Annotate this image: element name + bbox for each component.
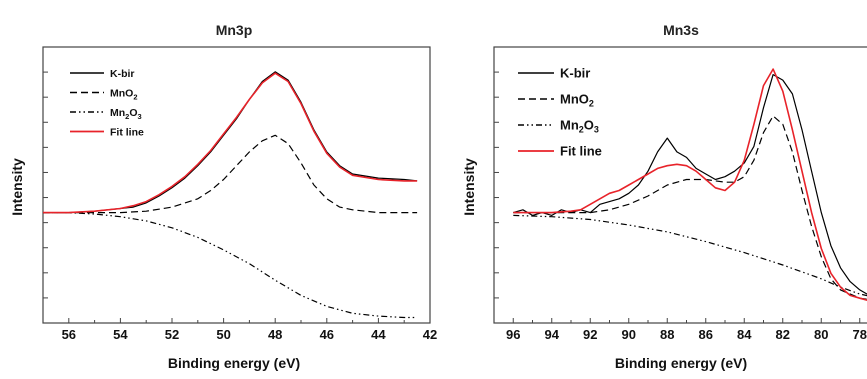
legend-label: MnO2 bbox=[560, 92, 594, 109]
x-tick-label: 44 bbox=[371, 327, 386, 342]
x-tick-label: 48 bbox=[268, 327, 282, 342]
x-tick-label: 96 bbox=[506, 327, 520, 342]
x-tick-label: 42 bbox=[423, 327, 437, 342]
x-tick-label: 56 bbox=[62, 327, 76, 342]
x-tick-label: 84 bbox=[737, 327, 752, 342]
plot-frame-mn3p bbox=[42, 46, 431, 324]
legend-subscript: 2 bbox=[125, 112, 129, 121]
legend-text: K-bir bbox=[110, 68, 135, 80]
plot-frame-mn3s bbox=[493, 46, 867, 324]
legend-subscript: 2 bbox=[579, 125, 584, 135]
x-axis-label-mn3p: Binding energy (eV) bbox=[168, 355, 300, 371]
x-tick-label: 90 bbox=[622, 327, 636, 342]
chart-mn3s: Mn3s 96 94 92 90 88 86 84 82 80 78 K-birMnO2Mn2O3… bbox=[461, 22, 867, 371]
legend-subscript: 3 bbox=[138, 112, 142, 121]
legend-text: Mn bbox=[560, 118, 579, 133]
legend-text: Fit line bbox=[560, 144, 602, 159]
chart-mn3p: Mn3p 56 54 52 50 48 46 44 42 K-birMnO2Mn2O3Fit … bbox=[9, 22, 437, 371]
x-tick-label: 86 bbox=[699, 327, 713, 342]
x-tick-label: 80 bbox=[814, 327, 828, 342]
legend-text: O bbox=[584, 118, 594, 133]
y-axis-label-mn3s: Intensity bbox=[461, 158, 477, 216]
legend-label: Mn2O3 bbox=[110, 107, 142, 121]
series-line-mn2o3 bbox=[513, 214, 867, 297]
legend-text: O bbox=[129, 107, 137, 119]
legend-text: K-bir bbox=[560, 66, 590, 81]
x-axis-label-mn3s: Binding energy (eV) bbox=[615, 355, 747, 371]
series-mn3p bbox=[43, 71, 418, 319]
legend-subscript: 2 bbox=[133, 92, 137, 101]
series-line-k-bir bbox=[513, 74, 867, 295]
legend-subscript: 3 bbox=[594, 125, 599, 135]
legend-text: Mn bbox=[110, 107, 125, 119]
series-mn3s bbox=[513, 68, 867, 302]
x-tick-label: 82 bbox=[776, 327, 790, 342]
x-tick-label: 78 bbox=[853, 327, 867, 342]
series-line-mno2 bbox=[43, 134, 418, 214]
x-ticks-mn3s: 96 94 92 90 88 86 84 82 80 78 bbox=[506, 318, 867, 342]
x-tick-label: 92 bbox=[583, 327, 597, 342]
legend-label: Mn2O3 bbox=[560, 118, 599, 135]
legend-label: MnO2 bbox=[110, 87, 138, 101]
x-tick-label: 88 bbox=[660, 327, 674, 342]
y-ticks-mn3s bbox=[494, 71, 499, 299]
legend-label: K-bir bbox=[110, 68, 135, 80]
chart-title-mn3s: Mn3s bbox=[663, 22, 699, 38]
legend-text: MnO bbox=[110, 87, 133, 99]
series-line-mno2 bbox=[513, 115, 867, 300]
legend-text: Fit line bbox=[110, 126, 144, 138]
x-tick-label: 50 bbox=[216, 327, 230, 342]
legend-label: Fit line bbox=[110, 126, 144, 138]
legend-label: K-bir bbox=[560, 66, 590, 81]
legend-subscript: 2 bbox=[589, 99, 594, 109]
y-ticks-mn3p bbox=[43, 71, 48, 299]
x-tick-label: 94 bbox=[545, 327, 560, 342]
x-tick-label: 52 bbox=[165, 327, 179, 342]
x-ticks-mn3p: 56 54 52 50 48 46 44 42 bbox=[62, 318, 437, 342]
legend-label: Fit line bbox=[560, 144, 602, 159]
y-axis-label-mn3p: Intensity bbox=[9, 158, 25, 216]
series-line-k-bir bbox=[43, 71, 418, 214]
x-tick-label: 46 bbox=[320, 327, 334, 342]
series-line-fit-line bbox=[513, 68, 867, 302]
x-tick-label: 54 bbox=[113, 327, 128, 342]
series-line-fit-line bbox=[43, 72, 418, 214]
series-line-mn2o3 bbox=[43, 212, 418, 319]
legend-text: MnO bbox=[560, 92, 589, 107]
chart-title-mn3p: Mn3p bbox=[216, 22, 253, 38]
